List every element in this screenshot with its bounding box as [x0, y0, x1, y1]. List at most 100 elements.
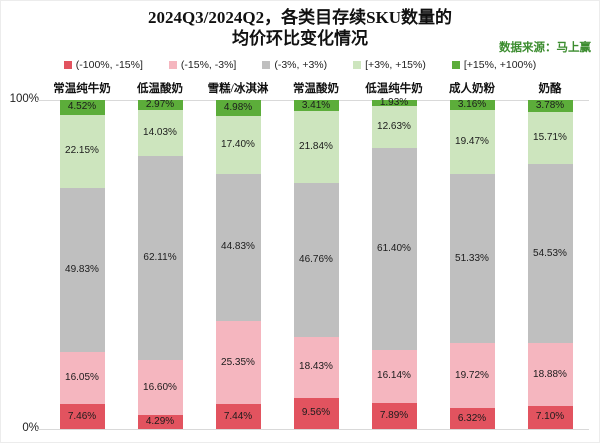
segment-value-label: 2.97%	[145, 98, 175, 110]
category-label: 常温酸奶	[293, 83, 339, 95]
bar-segment: 25.35%	[215, 321, 261, 405]
stacked-bar: 3.78% 15.71% 54.53% 18.88% 7.10%	[527, 100, 573, 429]
bar-segment: 16.60%	[137, 360, 183, 415]
segment-value-label: 16.60%	[143, 381, 177, 393]
bar-segment: 3.41%	[293, 99, 339, 112]
bar-segment: 51.33%	[449, 174, 495, 344]
bar-segment: 54.53%	[527, 164, 573, 344]
legend-swatch-icon	[451, 61, 460, 69]
bar-segment: 12.63%	[371, 106, 417, 148]
segment-value-label: 19.72%	[455, 369, 489, 381]
chart-title: 2024Q3/2024Q2，各类目存续SKU数量的 均价环比变化情况	[1, 7, 599, 49]
category-label: 低温纯牛奶	[365, 83, 423, 95]
legend-label: [+15%, +100%)	[463, 59, 537, 71]
category-column: 奶酪 3.78% 15.71% 54.53% 18.88% 7.10%	[511, 81, 589, 429]
bar-segment: 3.78%	[527, 100, 573, 113]
bar-segment: 4.52%	[59, 100, 105, 115]
legend-item: [+3%, +15%)	[353, 59, 426, 71]
chart-title-line-1: 2024Q3/2024Q2，各类目存续SKU数量的	[147, 8, 453, 27]
segment-value-label: 6.32%	[457, 412, 487, 424]
segment-value-label: 16.05%	[65, 372, 99, 384]
category-column: 雪糕/冰淇淋 4.98% 17.40% 44.83% 25.35% 7.44%	[199, 81, 277, 429]
bar-segment: 18.88%	[527, 343, 573, 406]
segment-value-label: 14.03%	[143, 126, 177, 138]
bar-segment: 7.89%	[371, 402, 417, 429]
bar-segment: 6.32%	[449, 408, 495, 429]
segment-value-label: 4.98%	[223, 102, 253, 114]
segment-value-label: 22.15%	[65, 145, 99, 157]
bar-segment: 19.72%	[449, 343, 495, 409]
bar-segment: 46.76%	[293, 183, 339, 337]
legend-item: (-15%, -3%]	[168, 59, 236, 71]
bar-segment: 9.56%	[293, 397, 339, 429]
category-column: 常温纯牛奶 4.52% 22.15% 49.83% 16.05% 7.46%	[43, 81, 121, 429]
segment-value-label: 3.16%	[457, 99, 487, 111]
segment-value-label: 1.93%	[379, 97, 409, 109]
chart-title-line-2: 均价环比变化情况	[232, 29, 368, 48]
bar-segment: 44.83%	[215, 173, 261, 322]
legend-item: (-100%, -15%]	[63, 59, 143, 71]
stacked-bar: 3.41% 21.84% 46.76% 18.43% 9.56%	[293, 99, 339, 429]
segment-value-label: 7.46%	[67, 410, 97, 422]
y-axis-label-0: 0%	[22, 422, 39, 434]
segment-value-label: 7.44%	[223, 410, 253, 422]
bar-segment: 7.46%	[59, 404, 105, 429]
segment-value-label: 15.71%	[533, 132, 567, 144]
segment-value-label: 3.41%	[301, 99, 331, 111]
segment-value-label: 61.40%	[377, 242, 411, 254]
legend-label: [+3%, +15%)	[365, 59, 426, 71]
bar-segment: 49.83%	[59, 187, 105, 352]
bar-segment: 62.11%	[137, 155, 183, 361]
segment-value-label: 4.29%	[145, 415, 175, 427]
segment-value-label: 12.63%	[377, 121, 411, 133]
bar-segment: 14.03%	[137, 109, 183, 156]
bar-segment: 61.40%	[371, 147, 417, 350]
stacked-bar: 2.97% 14.03% 62.11% 16.60% 4.29%	[137, 98, 183, 429]
plot-area: 100% 0% 常温纯牛奶 4.52% 22.15% 49.83% 16.05% 7.46…	[10, 81, 589, 434]
baseline-0-percent	[37, 429, 589, 430]
legend-label: (-100%, -15%]	[75, 59, 143, 71]
bar-segment: 18.43%	[293, 336, 339, 398]
stacked-bar: 4.52% 22.15% 49.83% 16.05% 7.46%	[59, 100, 105, 429]
stacked-bar: 3.16% 19.47% 51.33% 19.72% 6.32%	[449, 99, 495, 429]
stacked-bar: 4.98% 17.40% 44.83% 25.35% 7.44%	[215, 100, 261, 429]
bar-segment: 15.71%	[527, 112, 573, 165]
bar-segment: 22.15%	[59, 114, 105, 188]
category-column: 成人奶粉 3.16% 19.47% 51.33% 19.72% 6.32%	[433, 81, 511, 429]
bar-segment: 16.14%	[371, 349, 417, 403]
segment-value-label: 9.56%	[301, 407, 331, 419]
category-label: 低温酸奶	[137, 83, 183, 95]
bar-segment: 1.93%	[371, 97, 417, 109]
segment-value-label: 7.10%	[535, 411, 565, 423]
segment-value-label: 49.83%	[65, 263, 99, 275]
bar-segment: 19.47%	[449, 110, 495, 175]
segment-value-label: 62.11%	[143, 252, 177, 264]
segment-value-label: 16.14%	[377, 370, 411, 382]
segment-value-label: 51.33%	[455, 252, 489, 264]
bar-segment: 4.29%	[137, 414, 183, 429]
legend-swatch-icon	[63, 61, 72, 69]
stacked-bar: 1.93% 12.63% 61.40% 16.14% 7.89%	[371, 97, 417, 429]
bar-segment: 16.05%	[59, 351, 105, 405]
category-column: 常温酸奶 3.41% 21.84% 46.76% 18.43% 9.56%	[277, 81, 355, 429]
segment-value-label: 18.88%	[533, 368, 567, 380]
bar-segment: 4.98%	[215, 100, 261, 117]
legend-swatch-icon	[168, 61, 177, 69]
legend-swatch-icon	[262, 61, 271, 69]
legend: (-100%, -15%] (-15%, -3%] (-3%, +3%) [+3%, …	[1, 59, 599, 71]
segment-value-label: 25.35%	[221, 356, 255, 368]
segment-value-label: 18.43%	[299, 361, 333, 373]
bar-segment: 17.40%	[215, 116, 261, 174]
bar-segment: 3.16%	[449, 99, 495, 111]
legend-swatch-icon	[353, 61, 362, 69]
segment-value-label: 19.47%	[455, 136, 489, 148]
segment-value-label: 54.53%	[533, 247, 567, 259]
bar-columns: 常温纯牛奶 4.52% 22.15% 49.83% 16.05% 7.46% 低温酸奶 2.9…	[43, 81, 589, 429]
legend-label: (-3%, +3%)	[274, 59, 328, 71]
segment-value-label: 21.84%	[299, 141, 333, 153]
bar-segment: 21.84%	[293, 111, 339, 184]
category-column: 低温酸奶 2.97% 14.03% 62.11% 16.60% 4.29%	[121, 81, 199, 429]
segment-value-label: 3.78%	[535, 100, 565, 112]
legend-item: [+15%, +100%)	[451, 59, 537, 71]
